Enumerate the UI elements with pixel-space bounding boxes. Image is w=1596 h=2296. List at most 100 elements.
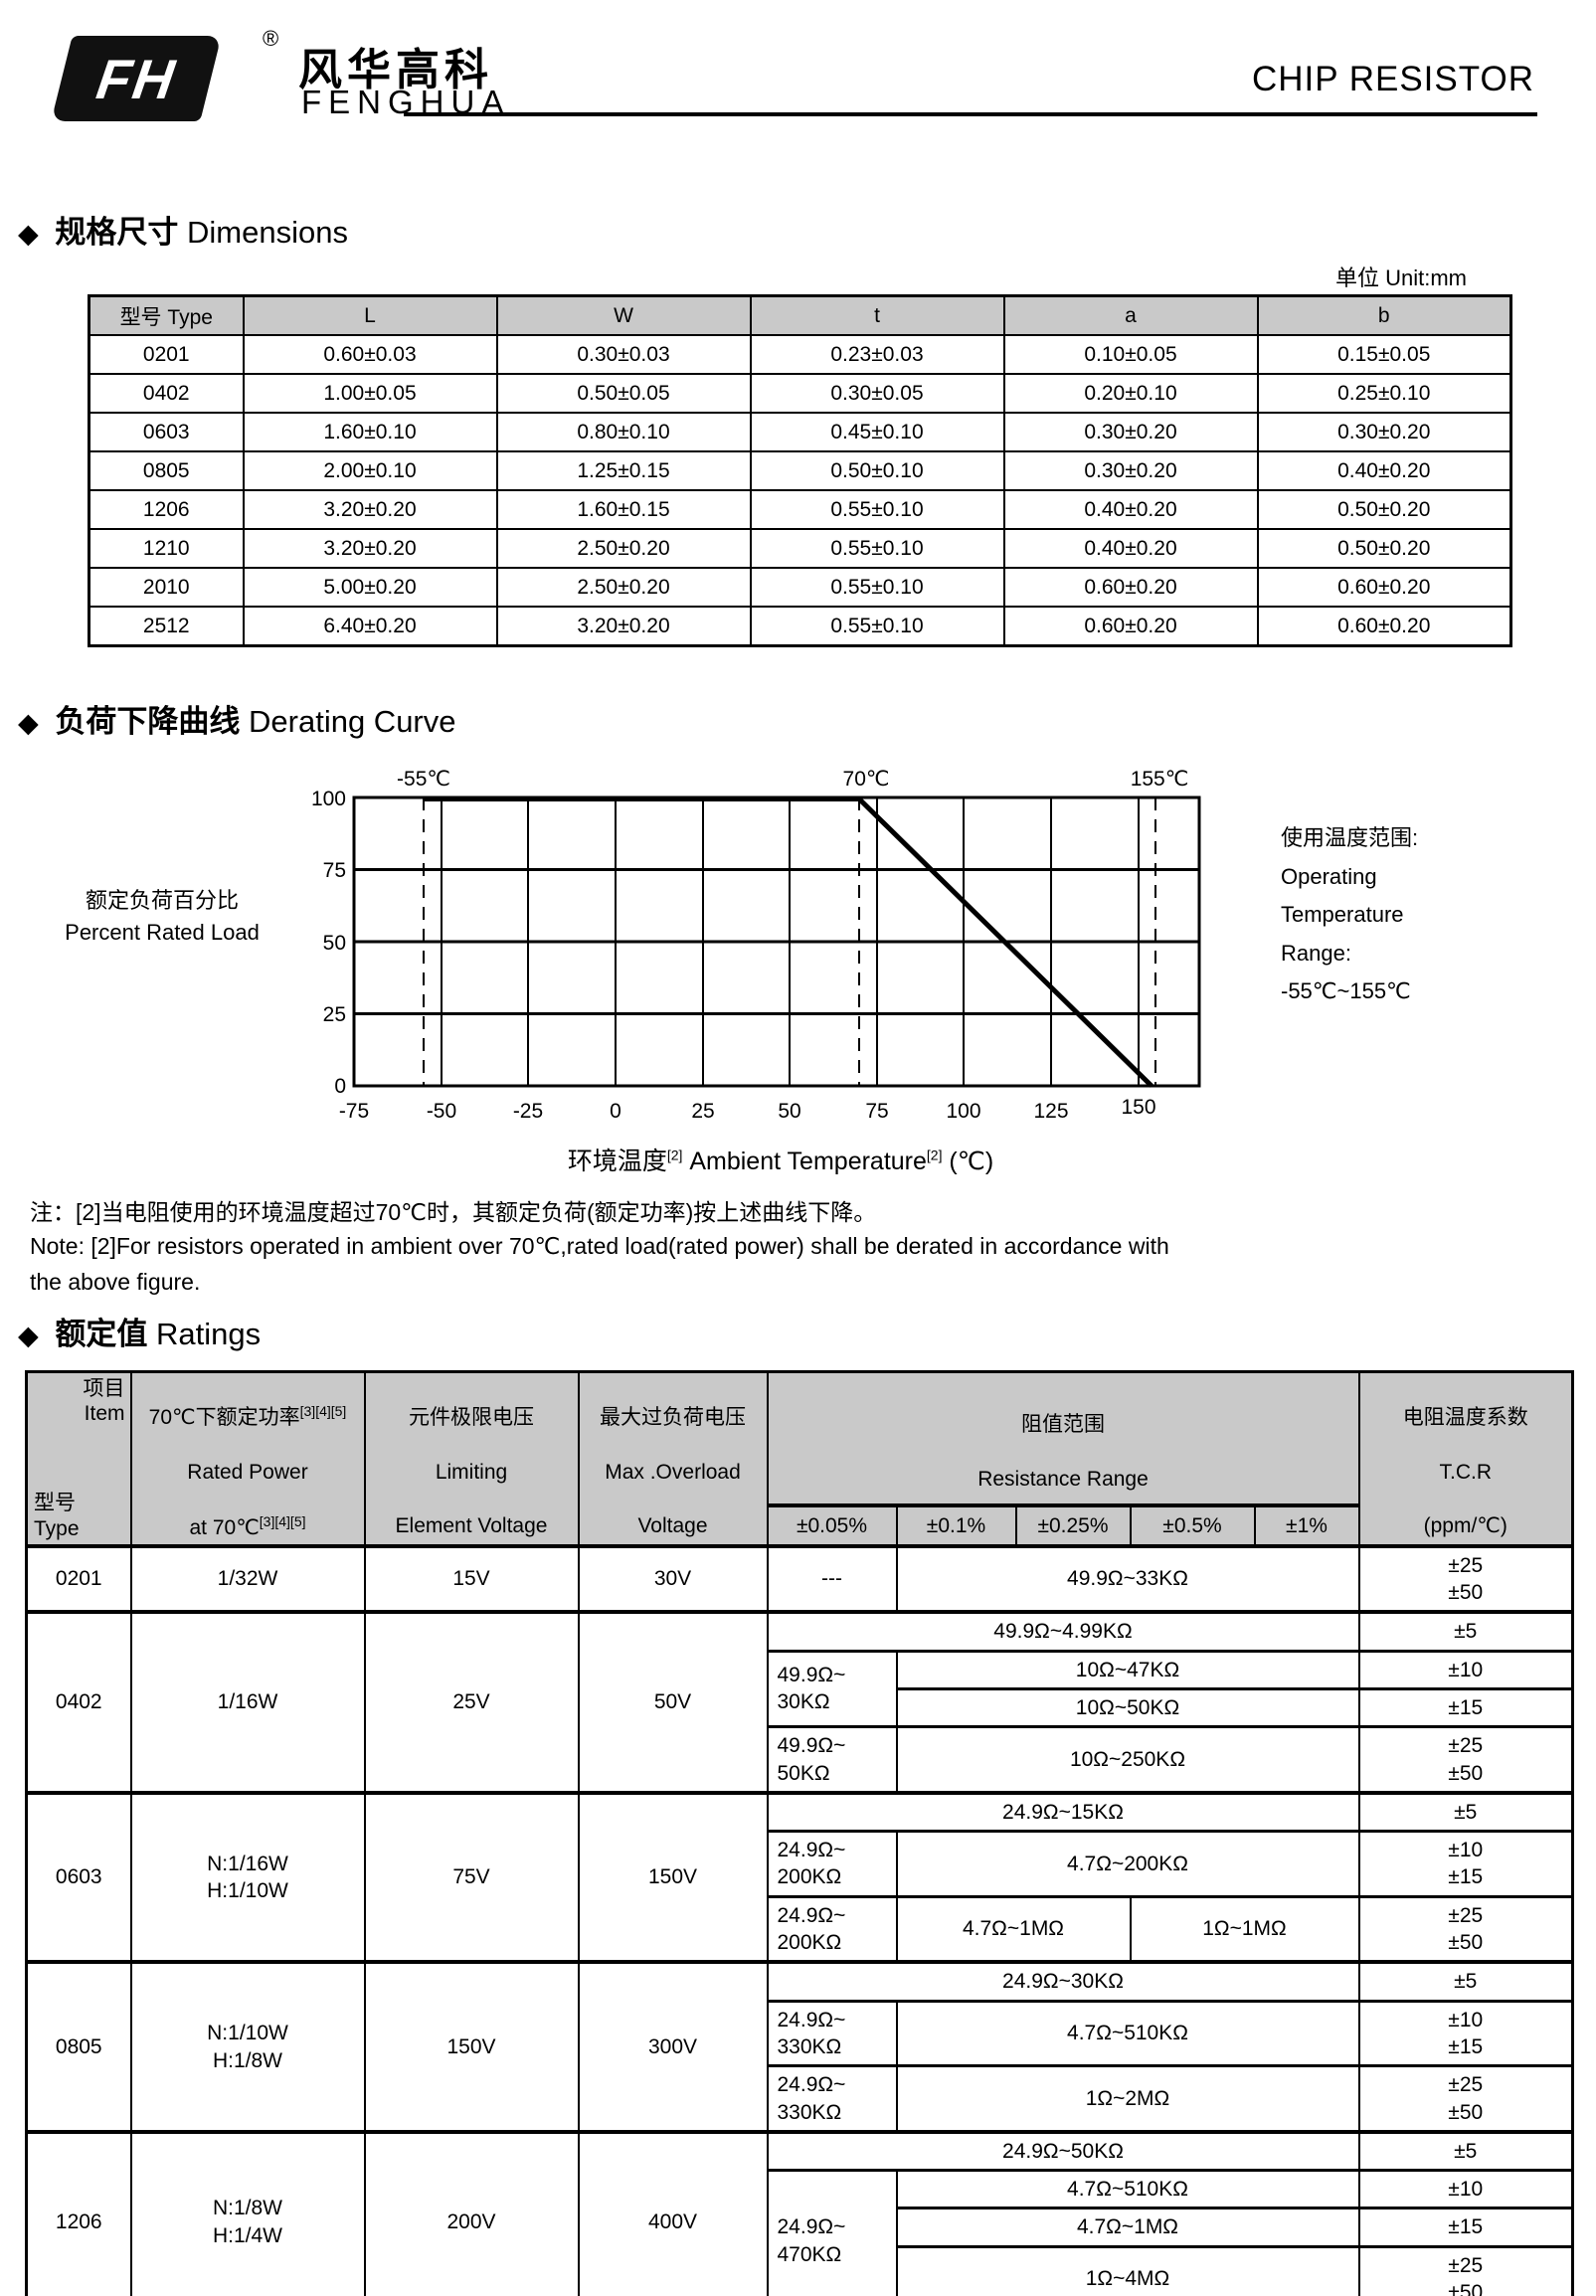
- table-cell: 0.30±0.03: [495, 334, 752, 375]
- y-tick: 75: [323, 859, 346, 882]
- col-header-b: b: [1256, 294, 1512, 336]
- tcr-cell: ±5: [1357, 1960, 1574, 2003]
- x-tick: 0: [610, 1100, 621, 1123]
- range-cell: 24.9Ω~ 200KΩ: [766, 1894, 898, 1964]
- table-cell: 0.55±0.10: [749, 606, 1005, 647]
- col-header-W: W: [495, 294, 752, 336]
- table-cell: 0.10±0.05: [1002, 334, 1259, 375]
- tcr-cell: ±5: [1357, 1610, 1574, 1653]
- y-tick-labels: 100 75 50 25 0: [311, 788, 346, 1098]
- tcr-cell: ±10: [1357, 1649, 1574, 1690]
- table-cell: 0.40±0.20: [1002, 528, 1259, 569]
- range-cell: 4.7Ω~1MΩ: [895, 1894, 1132, 1964]
- mov-cell: 50V: [577, 1610, 769, 1794]
- logo-chinese-name: 风华高科: [298, 46, 493, 94]
- type-cell: 0201: [25, 1544, 132, 1614]
- power-cell: N:1/16W H:1/10W: [129, 1790, 366, 1964]
- table-cell: 1210: [88, 528, 245, 569]
- derating-line: [424, 796, 1153, 1088]
- range-cell: 24.9Ω~ 330KΩ: [766, 2064, 898, 2133]
- col-header-tol-1: ±1%: [1253, 1504, 1360, 1548]
- lev-cell: 200V: [363, 2129, 580, 2296]
- section-title-en: Derating Curve: [249, 704, 456, 739]
- tcr-cell: ±5: [1357, 1790, 1574, 1833]
- section-title-en: Dimensions: [187, 215, 348, 250]
- power-cell: N:1/8W H:1/4W: [129, 2129, 366, 2296]
- col-header-tol-005: ±0.05%: [766, 1504, 898, 1548]
- corner-type-label: 型号 Type: [34, 1492, 80, 1540]
- ratings-row-0402-sub: 49.9Ω~ 50KΩ 10Ω~250KΩ ±25 ±50: [27, 1725, 1574, 1794]
- range-cell: ---: [766, 1544, 898, 1614]
- operating-range-line: -55℃~155℃: [1281, 978, 1411, 1003]
- range-cell: 49.9Ω~ 50KΩ: [766, 1725, 898, 1794]
- table-cell: 0.60±0.20: [1256, 606, 1512, 647]
- table-cell: 0.20±0.10: [1002, 373, 1259, 414]
- marker-label: 155℃: [1131, 768, 1189, 791]
- unit-note: 单位 Unit:mm: [1334, 265, 1467, 290]
- lev-cell: 25V: [363, 1610, 580, 1794]
- corner-item-label: 项目 Item: [83, 1377, 125, 1426]
- type-cell: 1206: [25, 2129, 132, 2296]
- ratings-row-0603-sub: 24.9Ω~ 200KΩ 4.7Ω~200KΩ ±10 ±15: [27, 1830, 1574, 1898]
- table-cell: 6.40±0.20: [242, 606, 498, 647]
- operating-range-line: Temperature: [1281, 902, 1404, 927]
- derating-chart-area: 额定负荷百分比 Percent Rated Load: [0, 748, 1596, 1185]
- range-cell: 10Ω~50KΩ: [895, 1686, 1360, 1728]
- tcr-cell: ±10: [1357, 2169, 1574, 2209]
- power-cell: N:1/10W H:1/8W: [129, 1960, 366, 2133]
- table-row: 2010 5.00±0.20 2.50±0.20 0.55±0.10 0.60±0.20…: [88, 567, 1512, 608]
- note-english-line1: Note: [2]For resistors operated in ambie…: [30, 1233, 1169, 1259]
- table-cell: 0.55±0.10: [749, 567, 1005, 608]
- table-cell: 0.15±0.05: [1256, 334, 1512, 375]
- table-cell: 5.00±0.20: [242, 567, 498, 608]
- range-cell: 49.9Ω~4.99KΩ: [766, 1610, 1360, 1653]
- table-row: 1210 3.20±0.20 2.50±0.20 0.55±0.10 0.40±0.20…: [88, 528, 1512, 569]
- table-row: 0603 1.60±0.10 0.80±0.10 0.45±0.10 0.30±0.20…: [88, 412, 1512, 452]
- derating-chart: -55℃ 70℃ 155℃ 100 75 50 25 0 -75 -50 -25…: [311, 768, 1201, 1123]
- col-header-overload-voltage: 最大过负荷电压 Max .Overload Voltage: [577, 1370, 769, 1548]
- ratings-row-1206-sub: 1Ω~4MΩ ±25 ±50: [27, 2244, 1574, 2296]
- x-tick: 50: [778, 1100, 800, 1123]
- tcr-cell: ±5: [1357, 2129, 1574, 2172]
- ratings-row-0805-sub: 24.9Ω~ 330KΩ 4.7Ω~510KΩ ±10 ±15: [27, 1999, 1574, 2067]
- range-cell: 24.9Ω~50KΩ: [766, 2129, 1360, 2172]
- note-english-line2: the above figure.: [30, 1268, 201, 1295]
- type-cell: 0402: [25, 1610, 132, 1794]
- table-row: 1206 3.20±0.20 1.60±0.15 0.55±0.10 0.40±0.20…: [88, 489, 1512, 530]
- col-header-type: 型号 Type: [88, 294, 245, 336]
- ratings-row-0402: 0402 1/16W 25V 50V 49.9Ω~4.99KΩ ±5: [25, 1610, 1574, 1794]
- table-cell: 0201: [88, 334, 245, 375]
- x-tick: -50: [427, 1100, 456, 1123]
- dashed-markers: [423, 797, 1156, 1086]
- lev-cell: 150V: [363, 1960, 580, 2133]
- range-cell: 1Ω~4MΩ: [895, 2244, 1360, 2296]
- x-tick: -75: [339, 1100, 369, 1123]
- corner-header-cell: 项目 Item 型号 Type: [25, 1370, 132, 1548]
- table-cell: 0.40±0.20: [1256, 450, 1512, 491]
- dimensions-header-row: 型号 Type L W t a b: [88, 294, 1512, 336]
- col-header-rated-power: 70℃下额定功率[3][4][5] Rated Power at 70℃[3][…: [129, 1370, 366, 1548]
- x-axis-title-en: Ambient Temperature: [682, 1148, 927, 1175]
- col-header-L: L: [242, 294, 498, 336]
- lev-cell: 75V: [363, 1790, 580, 1964]
- range-cell: 1Ω~1MΩ: [1129, 1894, 1360, 1964]
- range-cell: 10Ω~250KΩ: [895, 1725, 1360, 1794]
- grid-horizontal: [354, 868, 1199, 1015]
- range-cell: 4.7Ω~200KΩ: [895, 1830, 1360, 1898]
- col-header-tol-025: ±0.25%: [1014, 1504, 1132, 1548]
- tcr-cell: ±10 ±15: [1357, 1999, 1574, 2067]
- table-cell: 0.60±0.20: [1256, 567, 1512, 608]
- table-cell: 0805: [88, 450, 245, 491]
- dimensions-table: 型号 Type L W t a b 0201 0.60±0.03 0.30±0.03…: [88, 294, 1512, 647]
- x-tick: 75: [865, 1100, 888, 1123]
- table-cell: 0.30±0.20: [1002, 412, 1259, 452]
- range-cell: 1Ω~2MΩ: [895, 2064, 1360, 2133]
- section-title-cn: 规格尺寸: [55, 215, 179, 250]
- table-cell: 0.50±0.10: [749, 450, 1005, 491]
- ratings-row-1206-sub: 24.9Ω~ 470KΩ 4.7Ω~510KΩ ±10: [27, 2169, 1574, 2296]
- x-axis-title: 环境温度[2] Ambient Temperature[2] (℃): [348, 1142, 1213, 1177]
- x-tick: 25: [691, 1100, 714, 1123]
- x-tick: 150: [1121, 1096, 1155, 1119]
- power-cell: 1/32W: [129, 1544, 366, 1614]
- table-cell: 2.50±0.20: [495, 567, 752, 608]
